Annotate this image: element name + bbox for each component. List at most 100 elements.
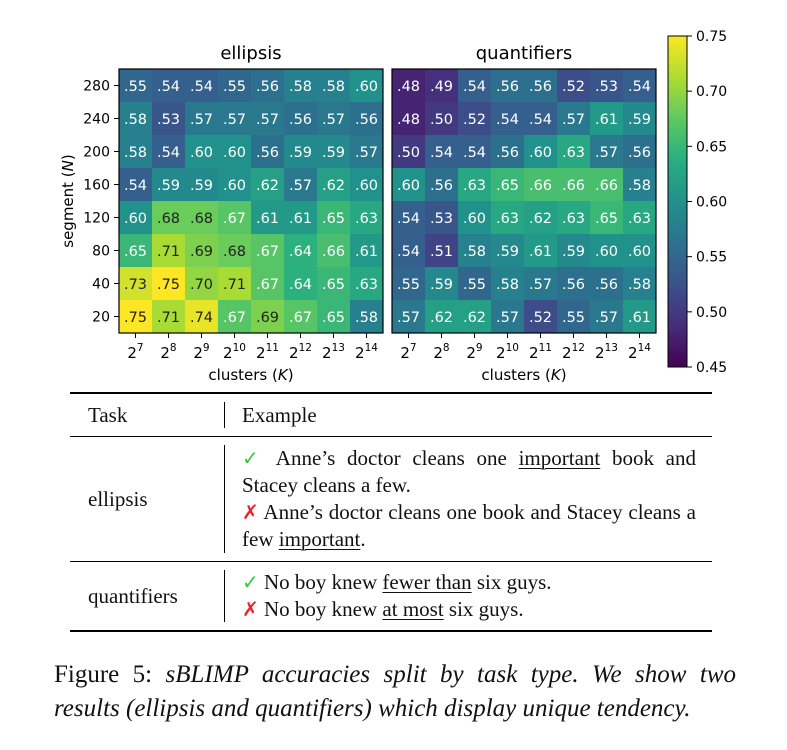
heatmap-cell bbox=[491, 267, 525, 301]
heatmap-cell bbox=[590, 300, 624, 334]
heatmap-cell bbox=[119, 267, 153, 301]
cell-label: .54 bbox=[529, 112, 552, 128]
cross-mark-icon: ✗ bbox=[242, 597, 259, 621]
cell-label: .63 bbox=[463, 178, 486, 194]
cell-label: .52 bbox=[529, 310, 552, 326]
heatmap-cell bbox=[152, 168, 186, 202]
cell-label: .62 bbox=[529, 211, 552, 227]
cell-label: .58 bbox=[628, 178, 651, 194]
heatmap-cell bbox=[557, 69, 591, 103]
colorbar-tick-label: 0.55 bbox=[696, 250, 727, 266]
cell-label: .57 bbox=[256, 112, 279, 128]
cell-label: .56 bbox=[595, 277, 618, 293]
cell-label: .58 bbox=[496, 277, 519, 293]
heatmap-cell bbox=[119, 135, 153, 169]
heatmap-cell bbox=[425, 69, 459, 103]
cell-label: .53 bbox=[430, 211, 453, 227]
cell-label: .65 bbox=[496, 178, 519, 194]
heatmap-cell bbox=[491, 69, 525, 103]
cell-label: .65 bbox=[322, 277, 345, 293]
x-tick-label: 27 bbox=[400, 342, 416, 362]
cell-label: .67 bbox=[256, 244, 279, 260]
cell-label: .56 bbox=[496, 79, 519, 95]
cell-label: .54 bbox=[496, 112, 519, 128]
cell-label: .63 bbox=[355, 277, 378, 293]
colorbar-tick-label: 0.45 bbox=[696, 360, 727, 376]
example-cell: ✓ No boy knew fewer than six guys. ✗ No … bbox=[224, 562, 712, 632]
x-tick-label: 212 bbox=[562, 342, 585, 362]
heatmap-cell bbox=[317, 102, 351, 136]
heatmap-cell bbox=[557, 168, 591, 202]
heatmap-cell bbox=[392, 135, 426, 169]
heatmap-cell bbox=[119, 102, 153, 136]
heatmap-cell bbox=[185, 300, 219, 334]
cell-label: .54 bbox=[397, 211, 420, 227]
heatmap-cell bbox=[491, 201, 525, 235]
cell-label: .56 bbox=[628, 145, 651, 161]
cell-label: .59 bbox=[496, 244, 519, 260]
cell-label: .62 bbox=[322, 178, 345, 194]
heatmap-cell bbox=[119, 69, 153, 103]
cell-label: .54 bbox=[430, 145, 453, 161]
heatmap-cell bbox=[425, 168, 459, 202]
check-mark-icon: ✓ bbox=[242, 446, 266, 470]
cell-label: .52 bbox=[463, 112, 486, 128]
heatmap-cell bbox=[317, 168, 351, 202]
cell-label: .59 bbox=[190, 178, 213, 194]
good-example: ✓ No boy knew fewer than six guys. bbox=[242, 570, 552, 594]
x-tick-label: 214 bbox=[355, 342, 378, 362]
heatmap-cell bbox=[185, 234, 219, 268]
y-tick-label: 120 bbox=[83, 211, 110, 227]
heatmap-cell bbox=[425, 300, 459, 334]
heatmap-cell bbox=[524, 102, 558, 136]
cell-label: .61 bbox=[256, 211, 279, 227]
cell-label: .57 bbox=[289, 178, 312, 194]
cell-label: .48 bbox=[397, 79, 420, 95]
x-tick-label: 27 bbox=[127, 342, 143, 362]
cell-label: .63 bbox=[562, 145, 585, 161]
heatmap-cell bbox=[524, 234, 558, 268]
heatmap-cell bbox=[392, 234, 426, 268]
x-tick-label: 211 bbox=[256, 342, 279, 362]
heatmap-cell bbox=[524, 267, 558, 301]
cell-label: .54 bbox=[190, 79, 213, 95]
heatmap-cell bbox=[152, 267, 186, 301]
heatmap-cell bbox=[623, 267, 657, 301]
heatmap-cell bbox=[251, 201, 285, 235]
x-axis-label: clusters (K) bbox=[481, 366, 566, 384]
cell-label: .63 bbox=[562, 211, 585, 227]
heatmap-cell bbox=[119, 201, 153, 235]
heatmap-cell bbox=[152, 300, 186, 334]
heatmap-cell bbox=[218, 168, 252, 202]
cell-label: .70 bbox=[190, 277, 213, 293]
heatmap-cell bbox=[458, 234, 492, 268]
cell-label: .69 bbox=[256, 310, 279, 326]
heatmap-cell bbox=[251, 234, 285, 268]
heatmap-cell bbox=[590, 69, 624, 103]
cell-label: .68 bbox=[157, 211, 180, 227]
bad-example: ✗ Anne’s doctor cleans one book and Stac… bbox=[242, 500, 696, 551]
cell-label: .50 bbox=[430, 112, 453, 128]
cell-label: .56 bbox=[256, 145, 279, 161]
x-tick-label: 213 bbox=[595, 342, 618, 362]
cell-label: .55 bbox=[124, 79, 147, 95]
heatmap-cell bbox=[185, 201, 219, 235]
cell-label: .61 bbox=[289, 211, 312, 227]
cell-label: .56 bbox=[562, 277, 585, 293]
cell-label: .56 bbox=[289, 112, 312, 128]
cell-label: .60 bbox=[190, 145, 213, 161]
cell-label: .53 bbox=[157, 112, 180, 128]
heatmap-cell bbox=[425, 234, 459, 268]
cell-label: .59 bbox=[562, 244, 585, 260]
heatmap-cell bbox=[557, 234, 591, 268]
cell-label: .67 bbox=[223, 211, 246, 227]
cell-label: .71 bbox=[157, 310, 180, 326]
x-tick-label: 28 bbox=[160, 342, 176, 362]
cell-label: .59 bbox=[289, 145, 312, 161]
cell-label: .68 bbox=[223, 244, 246, 260]
cell-label: .60 bbox=[595, 244, 618, 260]
heatmap-cell bbox=[623, 300, 657, 334]
table-row-quantifiers: quantifiers ✓ No boy knew fewer than six… bbox=[70, 562, 712, 632]
heatmap-cell bbox=[623, 168, 657, 202]
heatmap-cell bbox=[458, 69, 492, 103]
